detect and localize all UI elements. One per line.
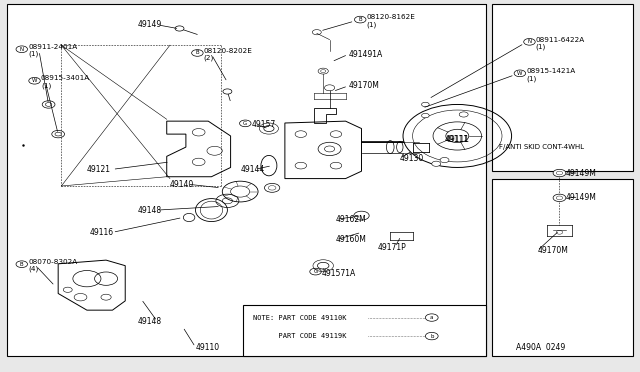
Bar	[243, 305, 486, 356]
Text: NOTE: PART CODE 49110K: NOTE: PART CODE 49110K	[253, 315, 346, 321]
Text: 49111: 49111	[446, 135, 470, 144]
Text: F/ANTI SKID CONT-4WHL: F/ANTI SKID CONT-4WHL	[499, 144, 584, 150]
Text: 49148: 49148	[138, 317, 162, 326]
Text: B: B	[196, 51, 199, 55]
Circle shape	[553, 194, 566, 202]
Text: G: G	[314, 269, 317, 274]
Text: W: W	[32, 78, 37, 83]
Text: B: B	[358, 17, 362, 22]
Circle shape	[324, 85, 335, 91]
Text: 49148: 49148	[138, 206, 162, 215]
Circle shape	[460, 112, 468, 117]
Text: PART CODE 49119K: PART CODE 49119K	[253, 333, 346, 339]
Text: 49170M: 49170M	[349, 81, 380, 90]
Text: 08911-6422A
(1): 08911-6422A (1)	[536, 36, 585, 50]
Circle shape	[321, 70, 326, 73]
Text: 49170M: 49170M	[537, 246, 568, 255]
Circle shape	[45, 103, 52, 106]
Circle shape	[432, 161, 441, 166]
Circle shape	[553, 169, 566, 177]
Text: 49111: 49111	[445, 135, 468, 144]
Text: 49130: 49130	[400, 154, 424, 163]
Circle shape	[318, 68, 328, 74]
Circle shape	[440, 157, 449, 163]
Circle shape	[55, 132, 61, 136]
Text: 08070-8302A
(4): 08070-8302A (4)	[28, 259, 77, 272]
Text: 49162M: 49162M	[336, 215, 367, 224]
Text: 49160M: 49160M	[336, 235, 367, 244]
Text: 08915-1421A
(1): 08915-1421A (1)	[526, 68, 575, 81]
Circle shape	[312, 30, 321, 35]
Circle shape	[264, 126, 274, 132]
Circle shape	[63, 287, 72, 292]
Text: 49157: 49157	[252, 121, 276, 129]
Text: W: W	[517, 71, 523, 76]
Circle shape	[223, 89, 232, 94]
Text: 08120-8162E
(1): 08120-8162E (1)	[367, 15, 415, 28]
Text: 49149: 49149	[138, 20, 163, 29]
Text: N: N	[527, 39, 532, 44]
Circle shape	[422, 102, 429, 107]
Text: 49171P: 49171P	[378, 243, 406, 251]
Text: a: a	[430, 315, 433, 320]
Bar	[492, 4, 633, 171]
Text: 49116: 49116	[90, 228, 114, 237]
Bar	[492, 179, 633, 356]
Text: B: B	[20, 262, 24, 267]
Text: 491491A: 491491A	[349, 50, 383, 59]
Text: 49149M: 49149M	[566, 193, 596, 202]
Circle shape	[175, 26, 184, 31]
Text: 08915-3401A
(1): 08915-3401A (1)	[41, 76, 90, 89]
Text: 49110: 49110	[195, 343, 220, 352]
Text: 491571A: 491571A	[322, 269, 356, 278]
Text: 49144: 49144	[240, 165, 264, 174]
Text: 49140: 49140	[170, 180, 194, 189]
Text: N: N	[20, 47, 24, 52]
Text: 08120-8202E
(2): 08120-8202E (2)	[204, 48, 253, 61]
Bar	[7, 4, 486, 356]
Text: b: b	[430, 334, 433, 339]
Text: 08911-2401A
(1): 08911-2401A (1)	[28, 44, 77, 58]
Text: 49121: 49121	[87, 165, 111, 174]
Circle shape	[422, 113, 429, 118]
Text: A490A  0249: A490A 0249	[516, 343, 565, 352]
Text: 49149M: 49149M	[566, 169, 596, 177]
Text: G: G	[243, 121, 248, 126]
